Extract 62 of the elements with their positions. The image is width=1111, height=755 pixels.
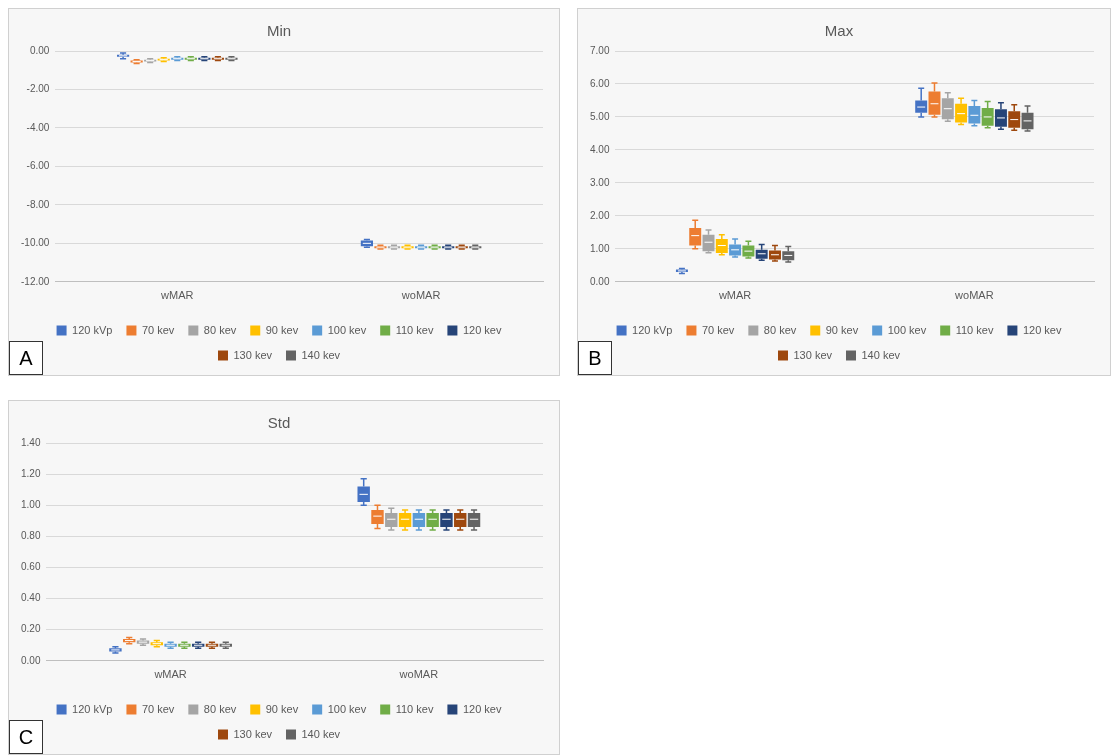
- y-tick-label: 4.00: [589, 143, 610, 155]
- legend-label: 90 kev: [825, 323, 859, 336]
- legend-label: 100 kev: [327, 702, 367, 715]
- legend-label: 130 kev: [793, 348, 833, 361]
- chart-title: Std: [267, 414, 291, 432]
- y-tick-label: -8.00: [26, 198, 50, 210]
- legend-label: 110 kev: [395, 702, 434, 715]
- y-tick-label: -12.00: [21, 275, 50, 287]
- y-tick-label: 0.00: [29, 44, 50, 56]
- legend-label: 120 kVp: [632, 323, 673, 336]
- x-tick-label: woMAR: [954, 289, 994, 302]
- y-tick-label: 1.40: [20, 436, 41, 448]
- y-tick-label: 7.00: [589, 44, 610, 56]
- text: A: [9, 341, 43, 375]
- y-tick-label: 0.40: [20, 592, 41, 604]
- legend-label: 140 kev: [861, 348, 901, 361]
- legend-label: 120 kev: [462, 323, 502, 336]
- y-tick-label: 0.20: [20, 623, 41, 635]
- legend-label: 70 kev: [141, 323, 175, 336]
- chart-title: Max: [824, 22, 854, 40]
- y-tick-label: 3.00: [589, 176, 610, 188]
- legend-label: 140 kev: [301, 727, 341, 740]
- legend-label: 70 kev: [141, 702, 175, 715]
- y-tick-label: -2.00: [26, 83, 50, 95]
- y-tick-label: 5.00: [589, 110, 610, 122]
- y-tick-label: -10.00: [21, 237, 50, 249]
- y-tick-label: 0.80: [20, 530, 41, 542]
- legend-label: 90 kev: [265, 702, 299, 715]
- legend-label: 130 kev: [233, 727, 273, 740]
- x-tick-label: wMAR: [153, 668, 187, 681]
- legend-label: 120 kVp: [72, 702, 113, 715]
- legend-label: 130 kev: [233, 348, 273, 361]
- y-tick-label: 0.00: [20, 654, 41, 666]
- legend-label: 80 kev: [203, 323, 237, 336]
- y-tick-label: 6.00: [589, 77, 610, 89]
- y-tick-label: 1.20: [20, 467, 41, 479]
- legend-label: 120 kev: [1022, 323, 1062, 336]
- y-tick-label: -4.00: [26, 121, 50, 133]
- legend-label: 120 kVp: [72, 323, 113, 336]
- y-tick-label: 1.00: [589, 242, 610, 254]
- x-tick-label: wMAR: [160, 289, 194, 302]
- legend-label: 80 kev: [203, 702, 237, 715]
- chart-title: Min: [266, 22, 292, 40]
- text: C: [9, 720, 43, 754]
- legend-label: 110 kev: [395, 323, 434, 336]
- legend-label: 140 kev: [301, 348, 341, 361]
- legend-label: 120 kev: [462, 702, 502, 715]
- legend-label: 70 kev: [701, 323, 735, 336]
- x-tick-label: woMAR: [398, 668, 439, 681]
- text: B: [578, 341, 612, 375]
- y-tick-label: 0.00: [589, 275, 610, 287]
- legend-label: 100 kev: [327, 323, 367, 336]
- y-tick-label: 2.00: [589, 209, 610, 221]
- legend-label: 80 kev: [763, 323, 797, 336]
- legend-label: 110 kev: [955, 323, 994, 336]
- y-tick-label: -6.00: [26, 160, 50, 172]
- x-tick-label: wMAR: [717, 289, 752, 302]
- y-tick-label: 1.00: [20, 498, 41, 510]
- legend-label: 100 kev: [887, 323, 927, 336]
- y-tick-label: 0.60: [20, 561, 41, 573]
- legend-label: 90 kev: [265, 323, 299, 336]
- x-tick-label: woMAR: [400, 289, 441, 302]
